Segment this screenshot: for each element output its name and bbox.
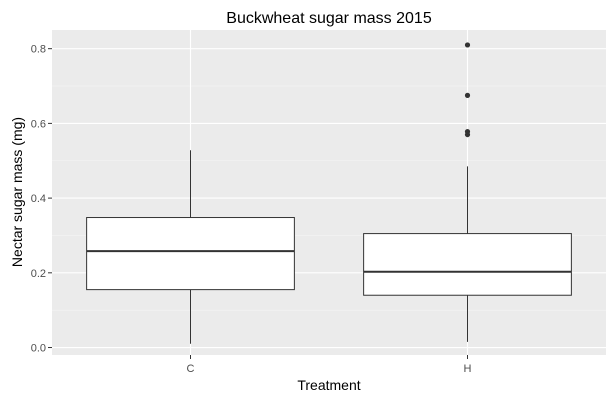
outlier-point — [464, 129, 471, 135]
box-iqr — [86, 217, 295, 291]
outlier-point — [464, 92, 471, 98]
x-tick-label: H — [464, 363, 472, 375]
y-tick-label: 0.8 — [31, 44, 46, 56]
y-axis: 0.0 0.2 0.4 0.6 0.8 — [31, 44, 52, 355]
y-tick-label: 0.4 — [31, 193, 46, 205]
boxes — [86, 42, 572, 344]
outlier-point — [464, 42, 471, 48]
box-C — [86, 150, 295, 344]
box-H — [363, 42, 572, 342]
plot-panel — [52, 30, 606, 355]
box-iqr — [363, 233, 572, 296]
y-tick-label: 0.2 — [31, 268, 46, 280]
y-tick-label: 0.0 — [31, 343, 46, 355]
x-axis-title: Treatment — [297, 377, 360, 393]
y-axis-title: Nectar sugar mass (mg) — [9, 117, 25, 267]
chart-title: Buckwheat sugar mass 2015 — [226, 10, 432, 27]
x-tick-label: C — [187, 363, 195, 375]
y-tick-label: 0.6 — [31, 118, 46, 130]
